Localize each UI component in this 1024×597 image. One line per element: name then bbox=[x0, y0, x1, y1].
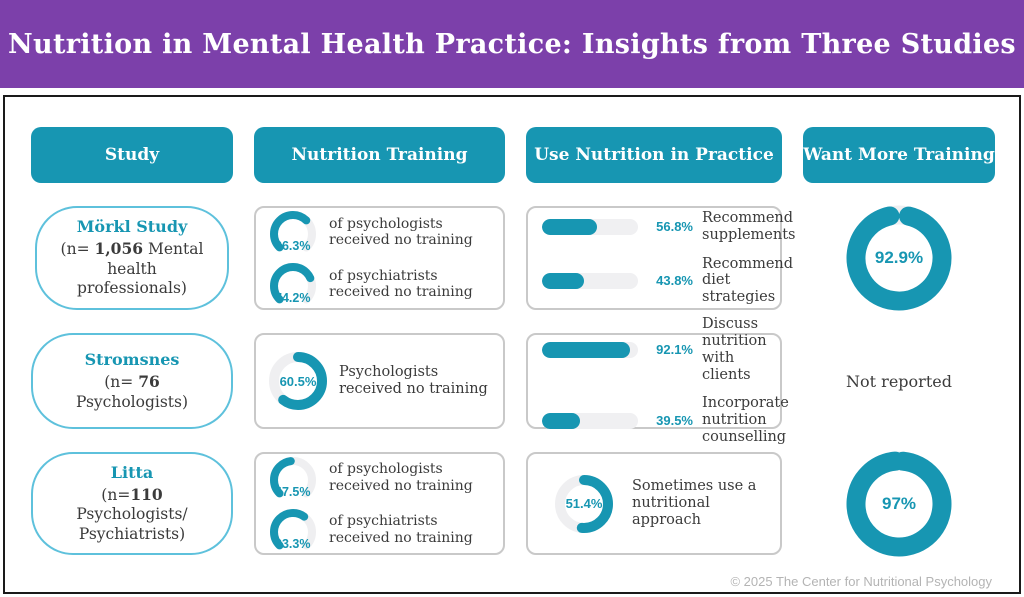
stat-item: 60.5% Psychologists received no training bbox=[266, 349, 493, 413]
bar-value: 39.5% bbox=[656, 413, 693, 429]
ring-chart-60: 60.5% bbox=[266, 349, 330, 413]
stat-label: Psychologists received no training bbox=[339, 364, 488, 397]
stat-item: 66.3% of psychologists received no train… bbox=[266, 208, 493, 257]
stat-label: Sometimes use a nutritional approach bbox=[632, 478, 757, 528]
gauge-chart-66: 66.3% bbox=[266, 208, 320, 257]
progress-bar-40 bbox=[542, 412, 638, 429]
ring-value: 51.4% bbox=[565, 496, 603, 511]
gauge-chart-48: 47.5% bbox=[266, 454, 320, 503]
stat-label: of psychologists received no training bbox=[329, 461, 473, 494]
want-more-morkl: 92.9% bbox=[803, 204, 995, 312]
gauge-value: 74.2% bbox=[275, 291, 311, 305]
stat-item: 43.8% Recommend diet strategies bbox=[538, 256, 793, 306]
bar-value: 43.8% bbox=[656, 273, 693, 289]
stat-item: 74.2% of psychiatrists received no train… bbox=[266, 260, 493, 309]
stat-item: 39.5% Incorporate nutrition counselling bbox=[538, 395, 789, 445]
practice-card-litta: 51.4% Sometimes use a nutritional approa… bbox=[526, 452, 782, 555]
gauge-chart-74: 74.2% bbox=[266, 260, 320, 309]
practice-card-morkl: 56.8% Recommend supplements 43.8% Recomm… bbox=[526, 206, 796, 310]
donut-chart-93: 92.9% bbox=[845, 204, 953, 312]
study-name: Mörkl Study bbox=[76, 217, 188, 237]
practice-card-stromsnes: 92.1% Discuss nutrition with clients 39.… bbox=[526, 316, 789, 445]
column-header-use-nutrition: Use Nutrition in Practice bbox=[526, 127, 782, 183]
gauge-chart-63: 63.3% bbox=[266, 506, 320, 555]
bar-value: 92.1% bbox=[656, 342, 693, 358]
bar-value: 56.8% bbox=[656, 219, 693, 235]
donut-value: 97% bbox=[881, 493, 917, 513]
stat-label: Recommend diet strategies bbox=[702, 255, 794, 306]
gauge-value: 63.3% bbox=[275, 536, 311, 551]
donut-chart-97: 97% bbox=[845, 450, 953, 558]
study-name: Stromsnes bbox=[84, 350, 180, 370]
stat-item: 92.1% Discuss nutrition with clients bbox=[538, 316, 770, 383]
stat-label: Incorporate nutrition counselling bbox=[702, 395, 789, 446]
stat-label: Recommend supplements bbox=[702, 209, 796, 243]
progress-bar-57 bbox=[542, 218, 638, 235]
stat-label: of psychiatrists received no training bbox=[329, 267, 473, 300]
progress-bar-44 bbox=[542, 272, 638, 289]
stat-label: Discuss nutrition with clients bbox=[702, 316, 767, 383]
want-more-stromsnes: Not reported bbox=[803, 333, 995, 429]
donut-value: 92.9% bbox=[874, 248, 924, 267]
training-card-morkl: 66.3% of psychologists received no train… bbox=[254, 206, 505, 310]
title-banner: Nutrition in Mental Health Practice: Ins… bbox=[0, 0, 1024, 88]
progress-bar-92 bbox=[542, 341, 638, 358]
stat-label: of psychiatrists received no training bbox=[329, 513, 473, 546]
stat-label: of psychologists received no training bbox=[329, 215, 473, 248]
page-title: Nutrition in Mental Health Practice: Ins… bbox=[8, 28, 1016, 60]
ring-value: 60.5% bbox=[279, 373, 317, 389]
study-sample-size: (n= 76 Psychologists) bbox=[75, 372, 189, 411]
training-card-litta: 47.5% of psychologists received no train… bbox=[254, 452, 505, 555]
content-frame: Study Nutrition Training Use Nutrition i… bbox=[3, 95, 1021, 594]
not-reported-label: Not reported bbox=[846, 371, 952, 391]
want-more-litta: 97% bbox=[803, 450, 995, 558]
gauge-value: 47.5% bbox=[275, 484, 311, 499]
study-sample-size: (n=110 Psychologists/ Psychiatrists) bbox=[76, 484, 188, 543]
training-card-stromsnes: 60.5% Psychologists received no training bbox=[254, 333, 505, 429]
ring-chart-51: 51.4% bbox=[552, 472, 616, 536]
study-name: Litta bbox=[110, 462, 154, 482]
study-sample-size: (n= 1,056 Mental health professionals) bbox=[60, 239, 204, 298]
stat-item: 56.8% Recommend supplements bbox=[538, 210, 796, 244]
gauge-value: 66.3% bbox=[275, 239, 311, 253]
stat-item: 63.3% of psychiatrists received no train… bbox=[266, 506, 493, 555]
stat-item: 51.4% Sometimes use a nutritional approa… bbox=[538, 472, 770, 536]
stat-item: 47.5% of psychologists received no train… bbox=[266, 454, 493, 503]
study-card-morkl: Mörkl Study (n= 1,056 Mental health prof… bbox=[35, 206, 229, 310]
study-card-stromsnes: Stromsnes (n= 76 Psychologists) bbox=[31, 333, 233, 429]
column-header-nutrition-training: Nutrition Training bbox=[254, 127, 505, 183]
infographic-grid: Study Nutrition Training Use Nutrition i… bbox=[5, 97, 1019, 558]
study-card-litta: Litta (n=110 Psychologists/ Psychiatrist… bbox=[31, 452, 233, 555]
column-header-want-more-training: Want More Training bbox=[803, 127, 995, 183]
copyright-notice: © 2025 The Center for Nutritional Psycho… bbox=[730, 574, 992, 589]
column-header-study: Study bbox=[31, 127, 233, 183]
